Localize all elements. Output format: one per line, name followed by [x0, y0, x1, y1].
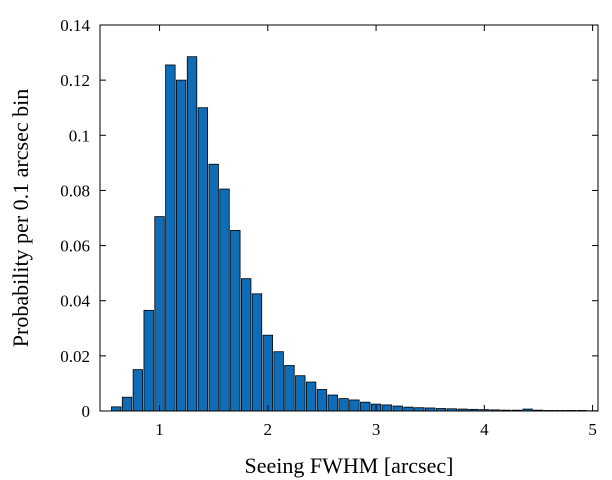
- bar: [165, 64, 176, 412]
- bars-group: [111, 56, 598, 412]
- x-axis-label: Seeing FWHM [arcsec]: [245, 453, 454, 478]
- bar: [262, 334, 273, 412]
- bar: [338, 398, 349, 412]
- bar: [360, 401, 371, 412]
- bar: [403, 406, 414, 412]
- bar: [121, 396, 133, 412]
- bar: [132, 369, 144, 412]
- bar: [154, 216, 165, 412]
- bar: [219, 188, 230, 412]
- bar: [111, 406, 122, 412]
- y-tick-label: 0.08: [60, 181, 90, 200]
- bar: [295, 375, 306, 412]
- y-tick-label: 0.12: [60, 71, 90, 90]
- x-tick-label: 3: [372, 420, 381, 439]
- y-tick-label: 0.06: [60, 237, 90, 256]
- y-tick-label: 0.1: [69, 126, 90, 145]
- bar: [230, 230, 241, 412]
- bar: [392, 405, 403, 412]
- bar: [143, 309, 154, 412]
- bar: [273, 351, 284, 412]
- plot-frame: [99, 24, 599, 412]
- bar: [349, 399, 360, 412]
- ticks-group: 1 2 3 4 5 0 0.02 0.04 0.06 0.08 0.1 0.12 0.14: [60, 16, 598, 439]
- bar: [240, 278, 252, 412]
- bar: [305, 381, 317, 412]
- y-tick-label: 0: [82, 402, 91, 421]
- x-tick-label: 1: [155, 420, 164, 439]
- bar: [176, 79, 187, 412]
- bar: [186, 56, 198, 412]
- bar: [251, 293, 263, 412]
- bar: [316, 389, 328, 412]
- x-tick-label: 2: [264, 420, 273, 439]
- bar: [327, 394, 338, 412]
- y-tick-label: 0.04: [60, 292, 90, 311]
- y-tick-label: 0.02: [60, 347, 90, 366]
- bar: [208, 163, 219, 412]
- y-tick-label: 0.14: [60, 16, 90, 35]
- y-axis-label: Probability per 0.1 arcsec bin: [8, 89, 33, 347]
- bar: [197, 107, 209, 412]
- bar: [284, 365, 295, 412]
- x-tick-label: 4: [480, 420, 489, 439]
- x-tick-label: 5: [588, 420, 597, 439]
- bar: [381, 404, 393, 412]
